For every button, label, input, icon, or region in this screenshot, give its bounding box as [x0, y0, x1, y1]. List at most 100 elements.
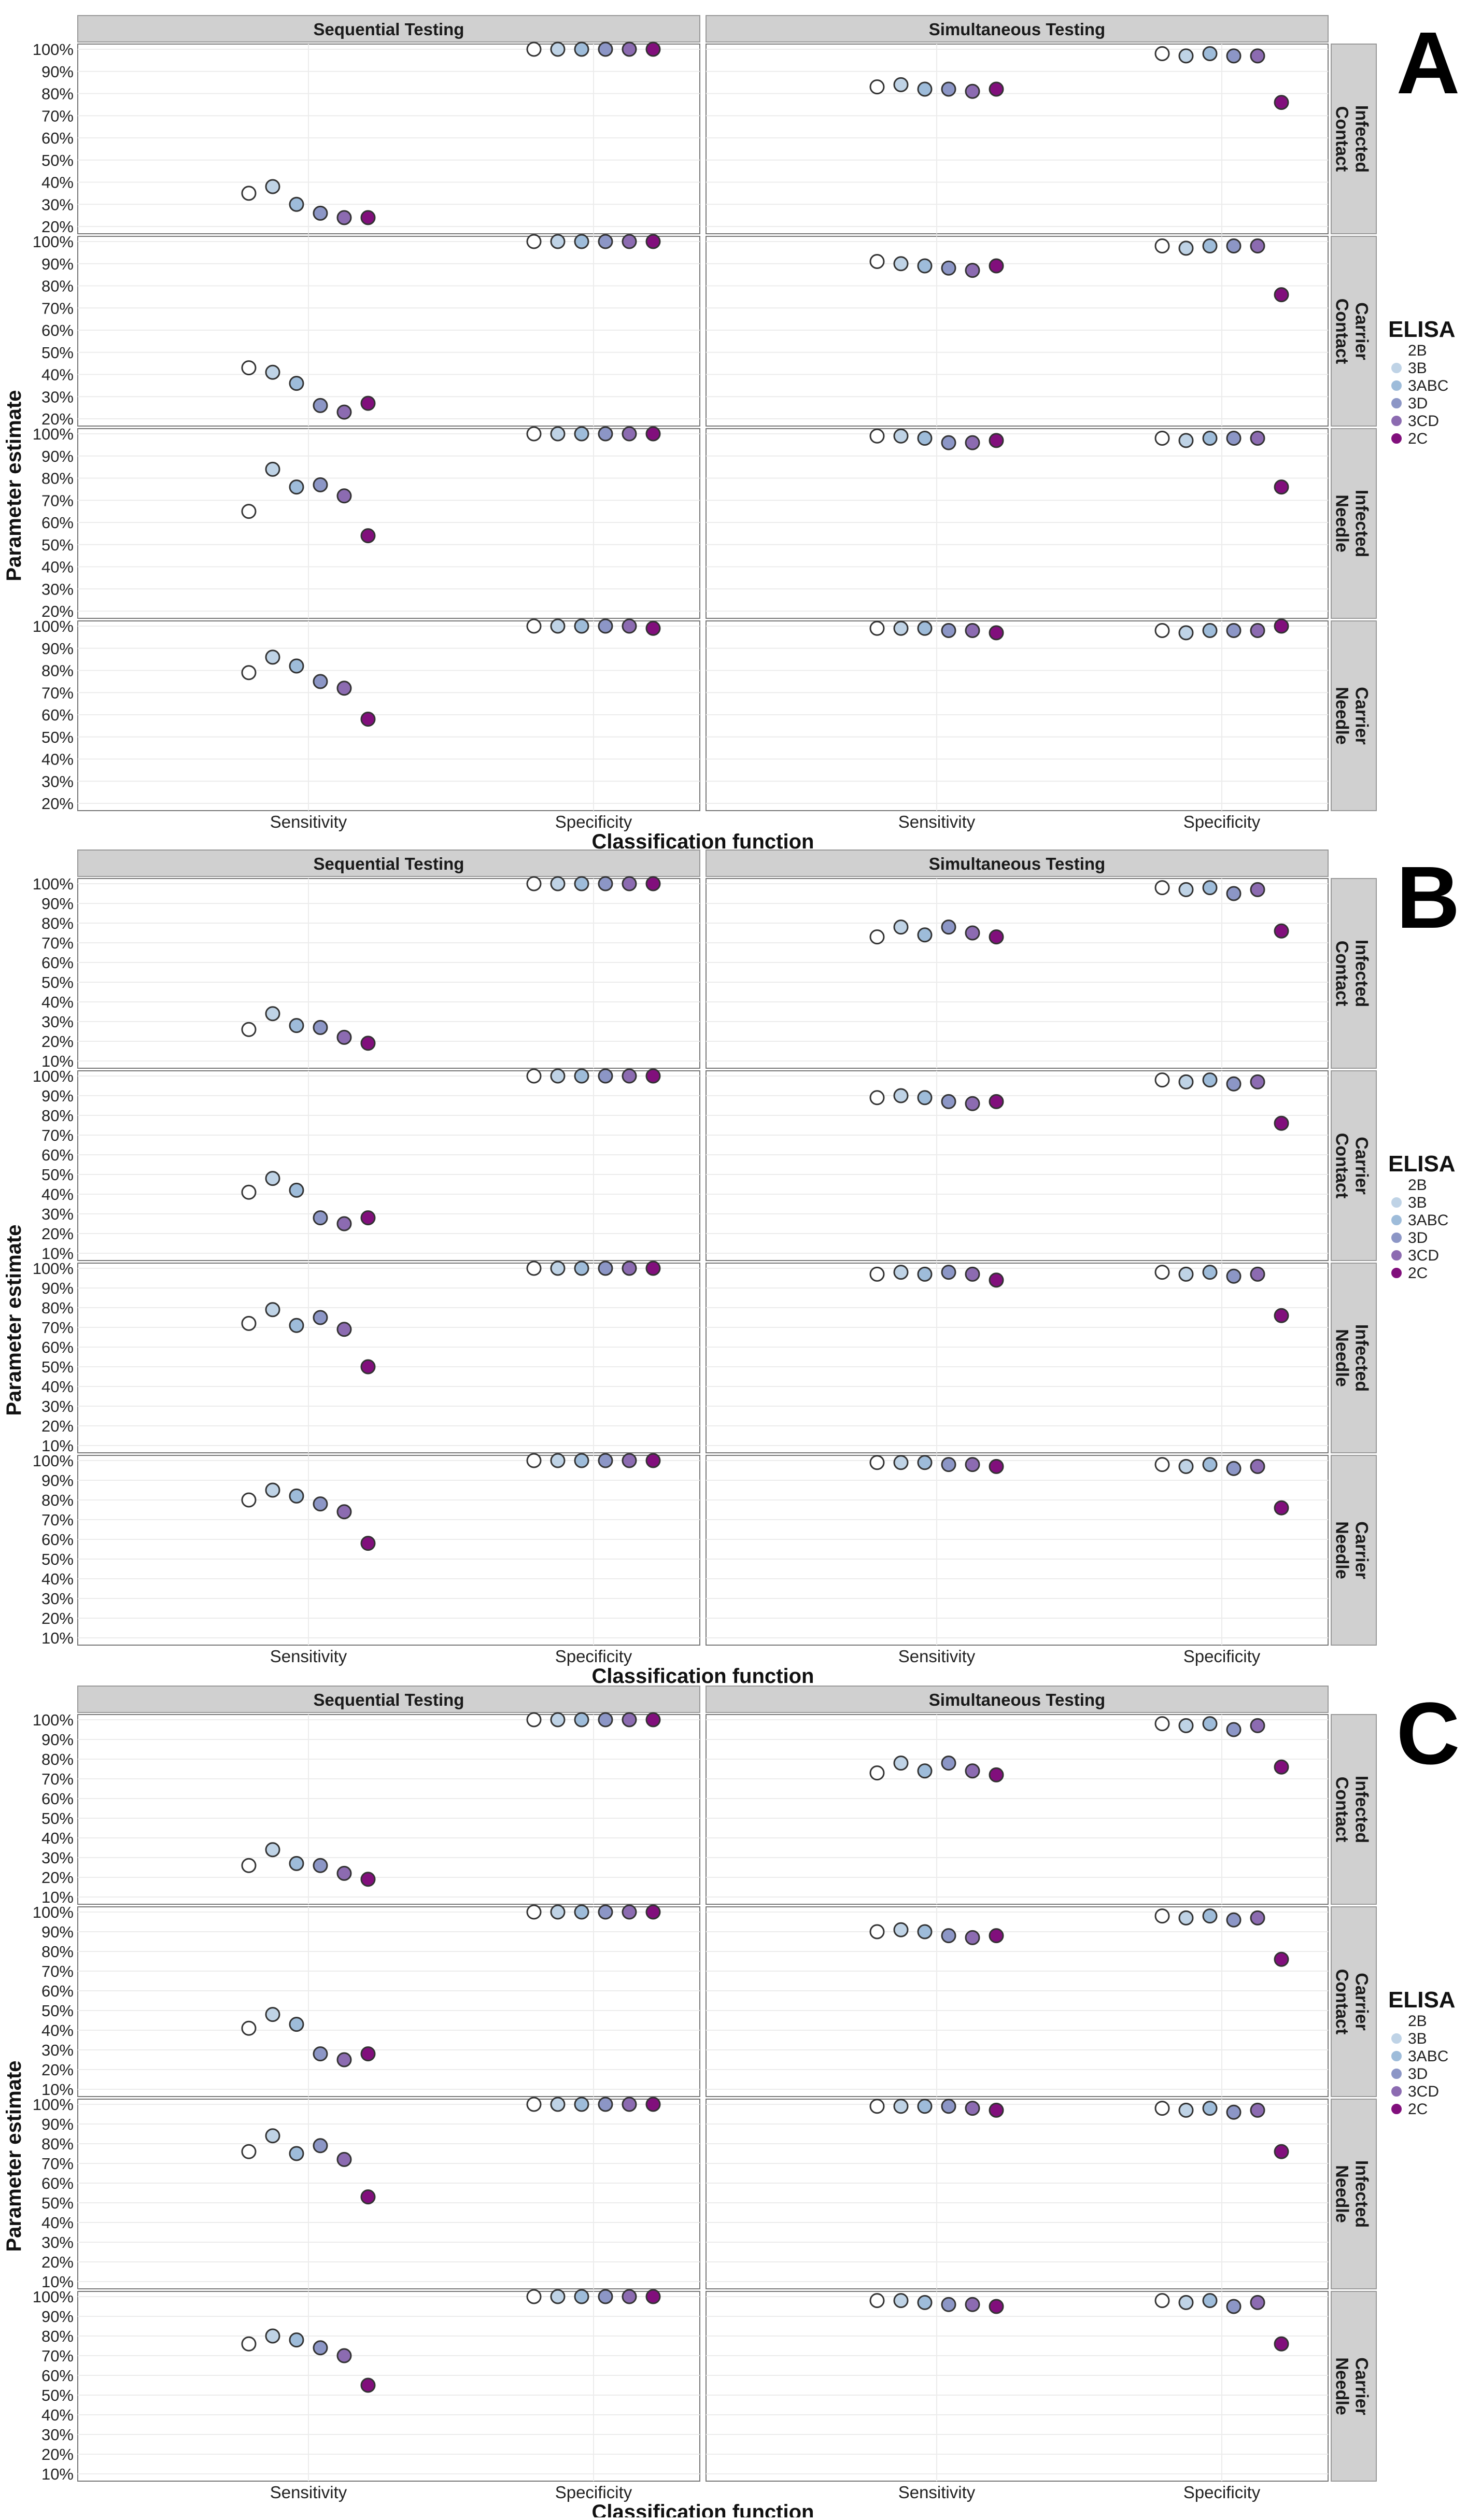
- legend-swatch: [1390, 432, 1403, 445]
- data-point: [526, 1068, 542, 1084]
- y-tick-label: 40%: [41, 1829, 74, 1847]
- y-tick-label: 100%: [33, 40, 74, 59]
- y-tick-label: 60%: [41, 514, 74, 532]
- data-point: [1274, 923, 1289, 939]
- data-point: [645, 234, 661, 249]
- facet-panel: [77, 1070, 700, 1261]
- y-tick-label: 90%: [41, 640, 74, 658]
- row-strip-line-2: Contact: [1332, 941, 1352, 1007]
- legend-label: 3ABC: [1408, 377, 1448, 394]
- data-point: [289, 2017, 304, 2032]
- data-point: [1250, 238, 1265, 254]
- data-point: [622, 426, 637, 442]
- y-tick-label: 80%: [41, 1750, 74, 1768]
- legend-swatch: [1390, 2068, 1403, 2080]
- y-tick-label: 10%: [41, 2080, 74, 2099]
- data-point: [550, 1904, 566, 1920]
- data-point: [941, 1094, 956, 1109]
- data-point: [622, 1453, 637, 1468]
- row-strip-line-2: Contact: [1332, 1777, 1352, 1843]
- data-point: [265, 2007, 280, 2022]
- data-point: [965, 83, 980, 99]
- row-strip-line-1: Infected: [1352, 2160, 1372, 2228]
- data-point: [645, 426, 661, 442]
- column-strip: [706, 1686, 1329, 1713]
- y-tick-label: 40%: [41, 174, 74, 192]
- data-point: [917, 1924, 933, 1939]
- data-point: [550, 2289, 566, 2304]
- data-point: [965, 2297, 980, 2312]
- y-tick-label: 90%: [41, 1731, 74, 1749]
- y-tick-label: 50%: [41, 2002, 74, 2020]
- data-point: [313, 205, 328, 221]
- data-point: [598, 2289, 613, 2304]
- y-tick-label: 70%: [41, 2347, 74, 2365]
- y-tick-label: 90%: [41, 2115, 74, 2133]
- data-point: [917, 1266, 933, 1282]
- data-point: [622, 2289, 637, 2304]
- data-point: [550, 618, 566, 634]
- data-point: [893, 620, 909, 636]
- y-tick-label: 70%: [41, 1511, 74, 1529]
- data-point: [1226, 1722, 1242, 1737]
- data-point: [550, 1261, 566, 1276]
- row-strip-line-1: Infected: [1352, 1324, 1372, 1392]
- data-point: [336, 2052, 352, 2068]
- y-tick-label: 10%: [41, 1888, 74, 1906]
- data-point: [526, 426, 542, 442]
- data-point: [526, 876, 542, 891]
- y-tick-label: 40%: [41, 2406, 74, 2424]
- row-strip-line-2: Needle: [1332, 1329, 1352, 1387]
- data-point: [241, 504, 257, 519]
- legend-swatch: [1390, 362, 1403, 374]
- data-point: [1274, 1308, 1289, 1323]
- y-tick-label: 90%: [41, 255, 74, 273]
- data-point: [598, 1904, 613, 1920]
- legend-label: 3ABC: [1408, 2048, 1448, 2065]
- column-strip: [77, 1686, 700, 1713]
- data-point: [598, 618, 613, 634]
- data-point: [893, 2293, 909, 2309]
- data-point: [574, 618, 589, 634]
- data-point: [893, 1755, 909, 1771]
- row-strip: [1331, 878, 1377, 1069]
- data-point: [965, 2101, 980, 2116]
- y-tick-label: 50%: [41, 2386, 74, 2404]
- row-strip: [1331, 428, 1377, 619]
- data-point: [550, 1068, 566, 1084]
- legend-swatch: [1390, 2015, 1403, 2027]
- data-point: [1274, 1759, 1289, 1775]
- legend-label: 3B: [1408, 2030, 1427, 2047]
- data-point: [941, 81, 956, 97]
- row-strip-label: InfectedNeedle: [1332, 1324, 1372, 1392]
- y-tick-label: 20%: [41, 602, 74, 620]
- data-point: [869, 1455, 885, 1470]
- y-tick-label: 50%: [41, 536, 74, 554]
- data-point: [1178, 433, 1194, 448]
- data-point: [1154, 623, 1170, 639]
- row-strip-label: CarrierContact: [1332, 299, 1372, 364]
- data-point: [241, 1184, 257, 1200]
- y-tick-label: 100%: [33, 1259, 74, 1278]
- data-point: [289, 658, 304, 674]
- legend-swatch: [1390, 1196, 1403, 1209]
- data-point: [526, 1712, 542, 1728]
- data-point: [598, 234, 613, 249]
- data-point: [313, 477, 328, 492]
- data-point: [598, 426, 613, 442]
- data-point: [526, 2097, 542, 2112]
- data-point: [869, 428, 885, 444]
- y-tick-label: 30%: [41, 1590, 74, 1608]
- legend-label: 2B: [1408, 2013, 1427, 2030]
- data-point: [574, 1453, 589, 1468]
- y-tick-label: 60%: [41, 129, 74, 147]
- data-point: [917, 1455, 933, 1470]
- data-point: [313, 1310, 328, 1325]
- data-point: [1250, 1266, 1265, 1282]
- data-point: [1202, 238, 1218, 254]
- y-tick-label: 10%: [41, 1437, 74, 1455]
- y-tick-label: 90%: [41, 1923, 74, 1941]
- facet-panel: [77, 1906, 700, 2097]
- legend-swatch: [1390, 2050, 1403, 2062]
